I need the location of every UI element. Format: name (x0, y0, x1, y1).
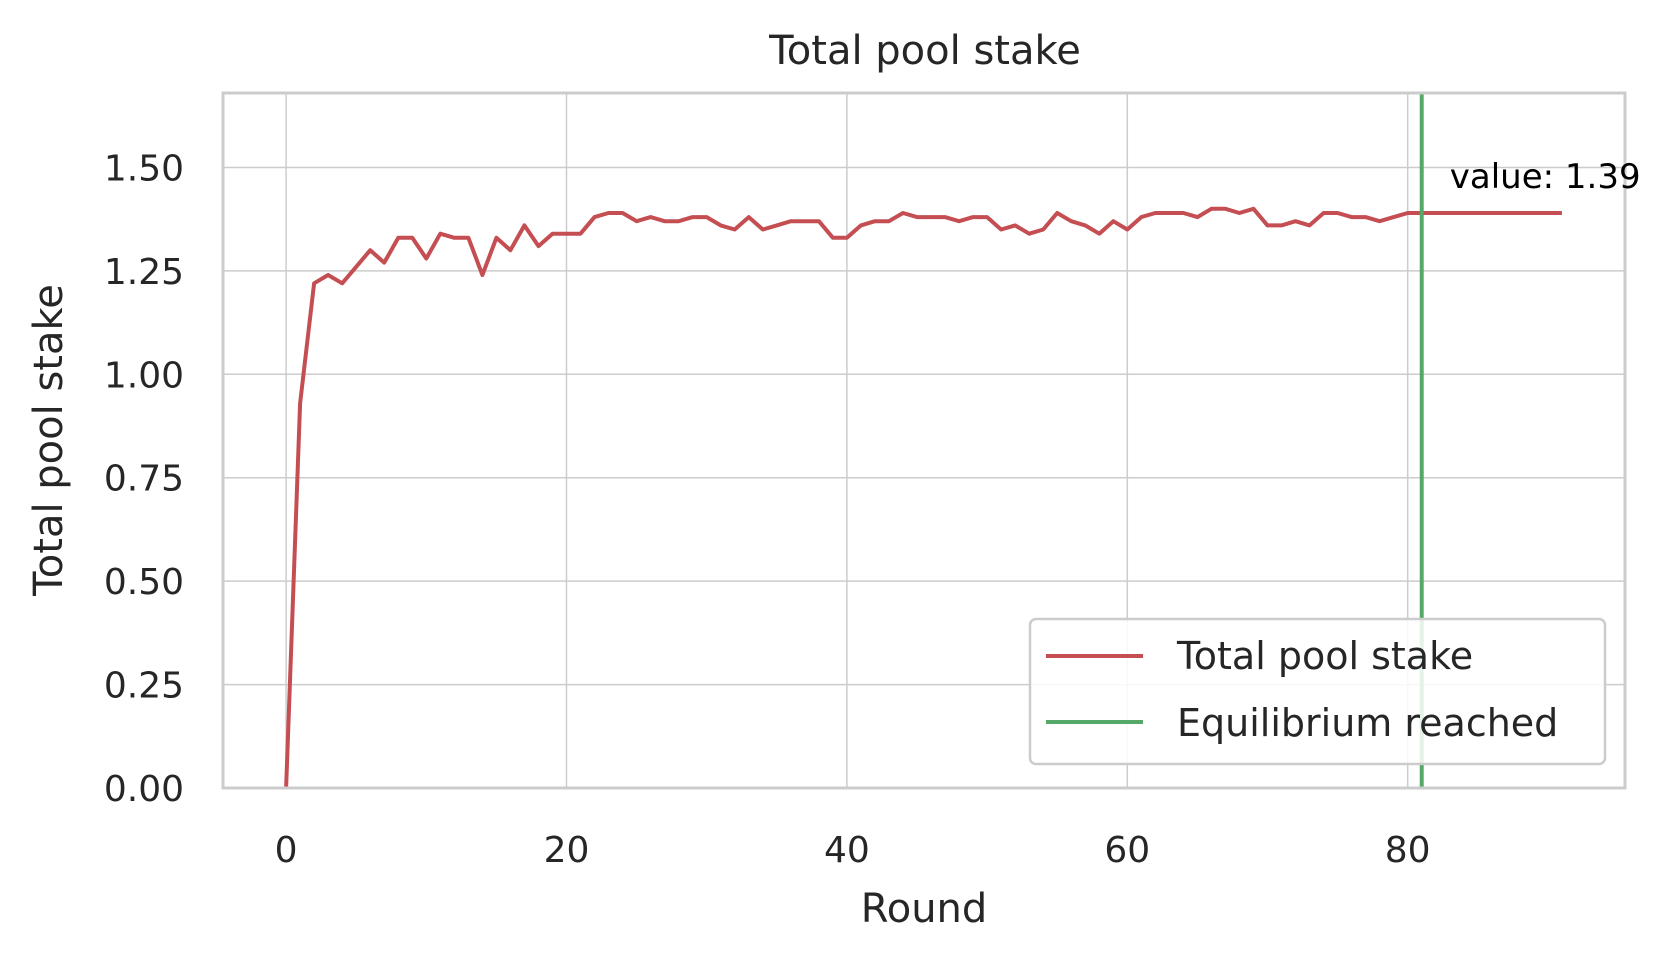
y-tick-label: 1.25 (104, 252, 184, 293)
y-tick-label: 0.25 (104, 666, 184, 707)
x-axis-ticks: 0 20 40 60 80 (275, 830, 1431, 871)
series-line-total-pool-stake (284, 206, 1562, 789)
y-tick-label: 1.50 (104, 148, 184, 189)
y-axis-ticks: 0.00 0.25 0.50 0.75 1.00 1.25 1.50 (104, 148, 184, 810)
chart-title: Total pool stake (768, 28, 1081, 74)
annotation-layer: value: 1.39 (1450, 157, 1641, 197)
x-axis-title: Round (861, 886, 988, 932)
y-axis-title: Total pool stake (26, 284, 72, 597)
legend-label-equilibrium-reached: Equilibrium reached (1177, 701, 1558, 745)
x-tick-label: 20 (544, 830, 590, 871)
x-tick-label: 0 (275, 830, 298, 871)
legend-label-total-pool-stake: Total pool stake (1176, 634, 1473, 678)
y-tick-label: 0.50 (104, 562, 184, 603)
plot-frame (221, 91, 1627, 790)
value-annotation: value: 1.39 (1450, 157, 1641, 197)
legend: Total pool stake Equilibrium reached (1028, 617, 1607, 766)
y-tick-label: 0.75 (104, 459, 184, 500)
x-tick-label: 60 (1104, 830, 1150, 871)
y-tick-label: 0.00 (104, 769, 184, 810)
x-tick-label: 40 (824, 830, 870, 871)
series-layer (284, 206, 1562, 789)
x-tick-label: 80 (1385, 830, 1431, 871)
y-tick-label: 1.00 (104, 355, 184, 396)
legend-box (1028, 617, 1607, 766)
